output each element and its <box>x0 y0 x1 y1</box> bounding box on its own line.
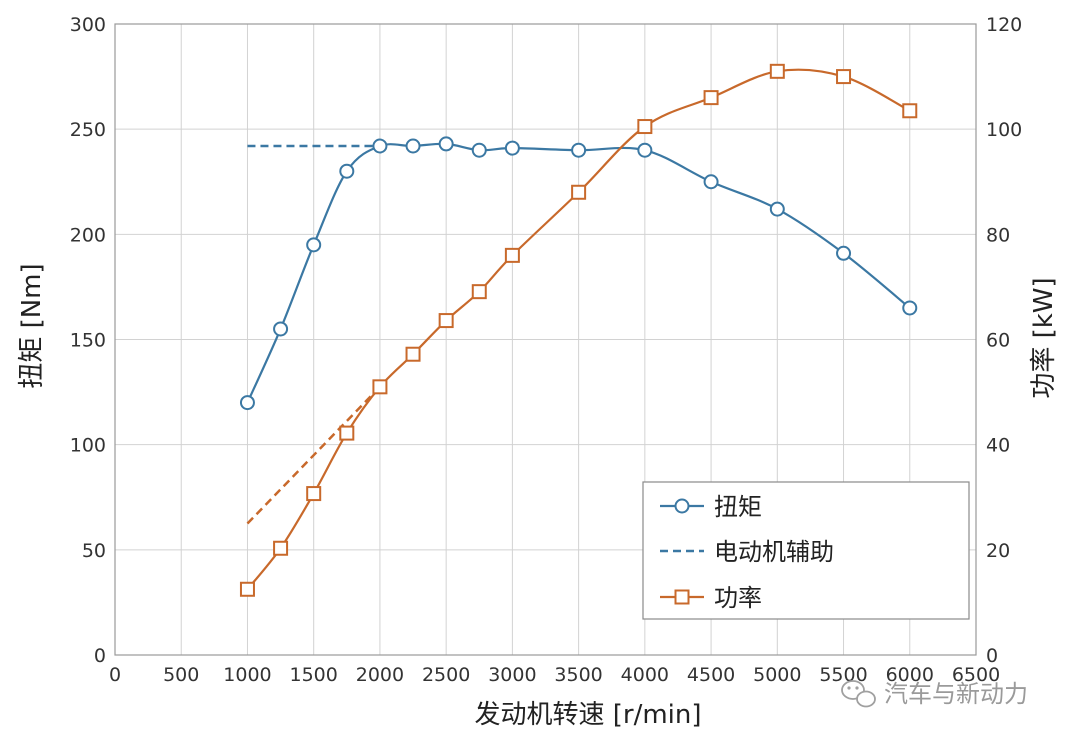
point-power-0 <box>239 581 255 597</box>
point-power-14 <box>902 103 918 119</box>
watermark: 汽车与新动力 <box>841 680 1028 708</box>
x-tick-label-5: 2500 <box>422 664 470 686</box>
x-tick-label-6: 3000 <box>488 664 536 686</box>
x-tick-label-7: 3500 <box>554 664 602 686</box>
point-torque-6 <box>438 136 454 152</box>
legend-entry-power: 功率 <box>660 584 762 612</box>
left-tick-label-0: 0 <box>94 645 106 667</box>
point-torque-2 <box>306 237 322 253</box>
point-torque-9 <box>571 142 587 158</box>
legend-entry-torque: 扭矩 <box>660 493 762 521</box>
series-line-power-assist <box>246 385 381 525</box>
point-power-4 <box>372 379 388 395</box>
point-power-3 <box>339 425 355 441</box>
right-tick-label-5: 100 <box>986 119 1022 141</box>
right-tick-label-4: 80 <box>986 224 1010 246</box>
left-tick-label-5: 250 <box>70 119 106 141</box>
legend-entry-motor-assist: 电动机辅助 <box>660 538 834 566</box>
x-axis-tick-labels: 0 500 1000 1500 2000 2500 3000 3500 4000 4500 5000… <box>109 664 1000 686</box>
point-torque-0 <box>239 395 255 411</box>
x-tick-label-10: 5000 <box>753 664 801 686</box>
right-tick-label-0: 0 <box>986 645 998 667</box>
point-power-11 <box>703 90 719 106</box>
point-power-2 <box>306 486 322 502</box>
x-tick-label-0: 0 <box>109 664 121 686</box>
x-tick-label-12: 6000 <box>886 664 934 686</box>
point-power-1 <box>273 540 289 556</box>
x-tick-label-4: 2000 <box>356 664 404 686</box>
point-torque-11 <box>703 174 719 190</box>
point-torque-1 <box>273 321 289 337</box>
point-power-13 <box>836 69 852 85</box>
x-tick-label-3: 1500 <box>290 664 338 686</box>
x-tick-label-8: 4000 <box>621 664 669 686</box>
right-tick-label-1: 20 <box>986 540 1010 562</box>
point-torque-7 <box>471 142 487 158</box>
point-torque-8 <box>504 140 520 156</box>
point-torque-13 <box>836 245 852 261</box>
point-power-10 <box>637 119 653 135</box>
x-tick-label-13: 6500 <box>952 664 1000 686</box>
point-torque-10 <box>637 142 653 158</box>
series-power <box>239 63 918 597</box>
x-tick-label-9: 4500 <box>687 664 735 686</box>
left-tick-label-1: 50 <box>82 540 106 562</box>
point-torque-12 <box>769 201 785 217</box>
legend-label-torque: 扭矩 <box>714 493 762 521</box>
point-power-6 <box>438 313 454 329</box>
wechat-icon <box>841 680 876 708</box>
x-axis-title: 发动机转速 [r/min] <box>474 700 701 730</box>
series-power-assist <box>246 385 381 525</box>
left-tick-label-4: 200 <box>70 224 106 246</box>
right-tick-label-6: 120 <box>986 14 1022 36</box>
point-power-9 <box>571 184 587 200</box>
series-layer <box>239 63 918 597</box>
point-power-8 <box>504 247 520 263</box>
plot-frame <box>114 23 977 656</box>
right-axis-title: 功率 [kW] <box>1029 277 1059 398</box>
x-tick-label-1: 500 <box>163 664 199 686</box>
left-tick-label-6: 300 <box>70 14 106 36</box>
watermark-text: 汽车与新动力 <box>884 680 1028 708</box>
series-line-power <box>246 68 911 590</box>
axes <box>114 23 977 656</box>
point-torque-5 <box>405 138 421 154</box>
point-power-7 <box>471 284 487 300</box>
left-axis-title: 扭矩 [Nm] <box>17 263 47 388</box>
left-axis-tick-labels: 0 50 100 150 200 250 300 <box>70 14 106 667</box>
right-axis-tick-labels: 0 20 40 60 80 100 120 <box>986 14 1022 667</box>
x-tick-label-2: 1000 <box>223 664 271 686</box>
left-tick-label-3: 150 <box>70 330 106 352</box>
left-tick-label-2: 100 <box>70 435 106 457</box>
legend-label-power: 功率 <box>714 584 762 612</box>
point-torque-3 <box>339 163 355 179</box>
point-torque-14 <box>902 300 918 316</box>
right-tick-label-2: 40 <box>986 435 1010 457</box>
right-tick-label-3: 60 <box>986 330 1010 352</box>
legend-label-motor-assist: 电动机辅助 <box>714 538 834 566</box>
point-torque-4 <box>372 138 388 154</box>
point-power-5 <box>405 346 421 362</box>
series-torque <box>239 136 918 411</box>
legend: 扭矩 电动机辅助 功率 <box>642 481 970 620</box>
point-power-12 <box>769 63 785 79</box>
